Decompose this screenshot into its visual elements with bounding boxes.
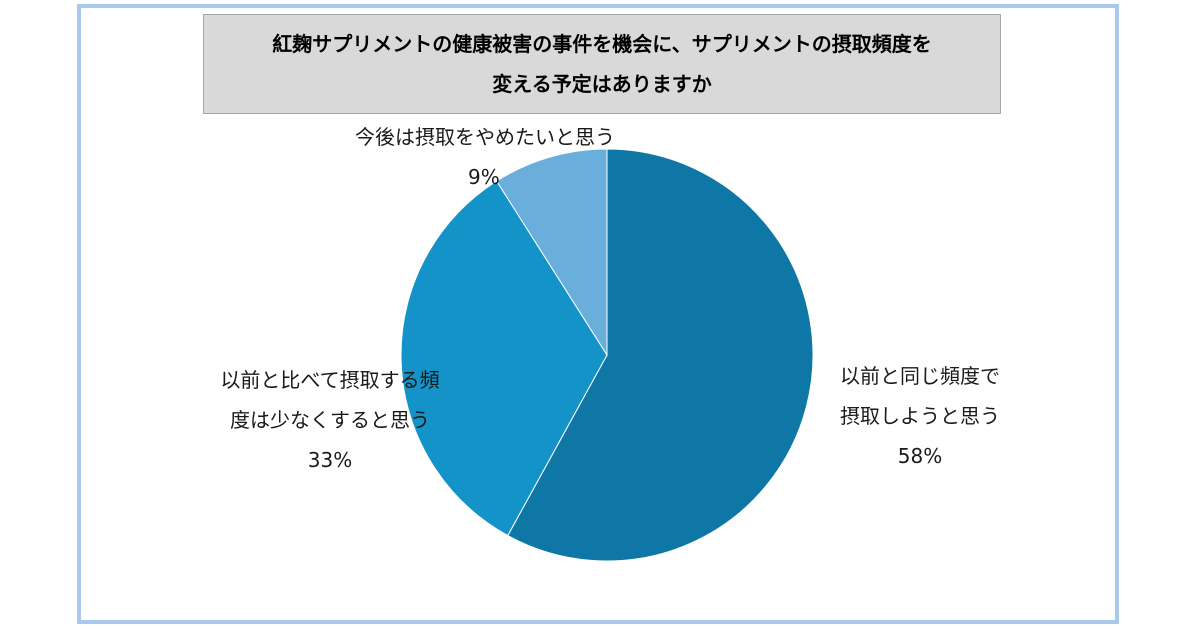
slice-value-reduce-frequency: 33% (307, 448, 353, 472)
slice-label-reduce-frequency-line-2: 度は少なくすると思う (230, 408, 430, 432)
slice-label-reduce-frequency: 以前と比べて摂取する頻 度は少なくすると思う 33% (200, 360, 460, 480)
slice-label-stop-taking: 今後は摂取をやめたいと思う 9% (330, 117, 640, 197)
pie-slices (400, 148, 814, 562)
slice-value-stop-taking: 9% (468, 165, 500, 189)
slice-label-same-frequency-line-2: 摂取しようと思う (840, 404, 1000, 428)
slice-label-stop-taking-line-1: 今後は摂取をやめたいと思う (355, 125, 615, 149)
slice-label-reduce-frequency-line-1: 以前と比べて摂取する頻 (220, 368, 440, 392)
pie-slice-reduce-frequency (400, 180, 608, 537)
slice-value-same-frequency: 58% (897, 444, 943, 468)
chart-title-line-1: 紅麹サプリメントの健康被害の事件を機会に、サプリメントの摂取頻度を (272, 32, 932, 56)
slice-label-same-frequency-line-1: 以前と同じ頻度で (840, 364, 1000, 388)
pie-slice-same-frequency (507, 148, 814, 562)
chart-title-line-2: 変える予定はありますか (492, 72, 712, 96)
pie-slice-stop-taking (495, 148, 608, 357)
slice-label-same-frequency: 以前と同じ頻度で 摂取しようと思う 58% (815, 356, 1025, 476)
chart-title: 紅麹サプリメントの健康被害の事件を機会に、サプリメントの摂取頻度を 変える予定は… (203, 14, 1001, 114)
